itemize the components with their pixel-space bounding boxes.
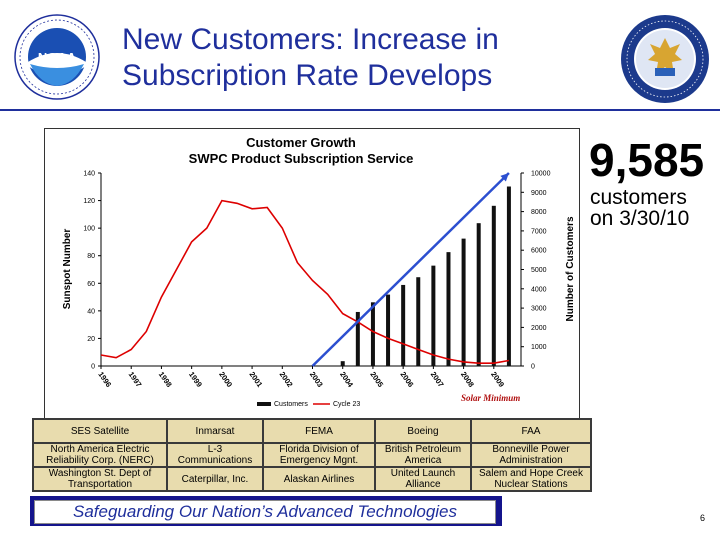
customer-bar [491,205,496,366]
left-tick-label: 40 [87,308,95,315]
right-axis-label: Number of Customers [565,216,576,321]
left-tick-label: 60 [87,281,95,288]
page-number: 6 [700,513,706,523]
left-tick-label: 140 [83,171,95,178]
table-cell: Boeing [374,418,472,444]
noaa-logo-icon: NOAA [14,14,100,100]
table-cell: United Launch Alliance [374,466,472,492]
chart-title: Customer Growth [246,135,356,150]
right-tick-label: 0 [531,364,535,371]
left-tick-label: 120 [83,198,95,205]
table-cell: Caterpillar, Inc. [166,466,264,492]
caption-line-1: customers [590,186,687,209]
x-tick-label: 2002 [278,370,295,389]
trend-arrow-head [500,173,509,182]
table-row: SES Satellite Inmarsat FEMA Boeing FAA [32,418,592,444]
cycle-23-line [100,199,510,364]
title-divider [0,109,720,111]
customer-companies-table: SES Satellite Inmarsat FEMA Boeing FAA N… [32,418,592,492]
customer-count: 9,585 [589,134,705,186]
table-cell: Washington St. Dept of Transportation [32,466,168,492]
x-tick-label: 2007 [429,370,446,389]
table-cell: FAA [470,418,592,444]
x-tick-label: 2004 [338,370,355,390]
table-row: Washington St. Dept of Transportation Ca… [32,466,592,492]
customer-bar [355,311,360,366]
left-tick-label: 100 [83,226,95,233]
x-tick-label: 1997 [127,370,144,389]
table-cell: L-3 Communications [166,442,264,468]
right-tick-label: 3000 [531,306,547,313]
customer-bar [506,186,511,366]
x-tick-label: 2005 [368,370,385,389]
footer-inner: Safeguarding Our Nation’s Advanced Techn… [34,500,496,524]
customer-bar [386,294,391,366]
right-tick-label: 8000 [531,209,547,216]
customer-bar [401,284,406,366]
slide-title: New Customers: Increase in Subscription … [122,22,582,94]
x-tick-label: 2009 [489,370,506,389]
customer-bar [461,238,466,366]
right-tick-label: 1000 [531,344,547,351]
trend-arrow-line [311,172,510,367]
legend-label-cycle: Cycle 23 [333,401,360,408]
customer-bar [476,223,481,366]
x-tick-label: 2001 [247,370,264,389]
right-tick-label: 10000 [531,171,551,178]
customer-growth-chart: Customer Growth SWPC Product Subscriptio… [62,135,576,408]
x-tick-label: 1996 [96,370,113,389]
x-tick-label: 1998 [157,370,174,389]
legend-label-customers: Customers [274,401,308,408]
table-row: North America Electric Reliability Corp.… [32,442,592,468]
left-tick-label: 20 [87,336,95,343]
x-tick-label: 2006 [399,370,416,389]
customer-bar [340,361,345,366]
table-cell: Alaskan Airlines [262,466,376,492]
x-tick-label: 2003 [308,370,325,389]
table-cell: British Petroleum America [374,442,472,468]
noaa-logo-text: NOAA [38,50,77,65]
x-tick-label: 1999 [187,370,204,389]
solar-minimum-annotation: Solar Minimum [461,393,520,403]
right-tick-label: 5000 [531,267,547,274]
right-tick-label: 4000 [531,286,547,293]
left-tick-label: 0 [91,364,95,371]
chart-subtitle: SWPC Product Subscription Service [189,151,414,166]
footer-text: Safeguarding Our Nation’s Advanced Techn… [72,502,458,521]
customer-bar [370,302,375,366]
x-tick-label: 2008 [459,370,476,389]
customer-bar [416,277,421,366]
customer-bar [446,252,451,366]
legend-swatch-customers [257,402,271,406]
footer-banner: Safeguarding Our Nation’s Advanced Techn… [30,496,502,526]
right-tick-label: 6000 [531,248,547,255]
table-cell: Inmarsat [166,418,264,444]
right-tick-label: 9000 [531,190,547,197]
left-axis-label: Sunspot Number [62,229,73,310]
right-tick-label: 2000 [531,325,547,332]
table-cell: FEMA [262,418,376,444]
left-tick-label: 80 [87,253,95,260]
table-cell: Bonneville Power Administration [470,442,592,468]
title-line-1: New Customers: Increase in [122,23,499,56]
table-cell: North America Electric Reliability Corp.… [32,442,168,468]
caption-line-2: on 3/30/10 [590,207,690,230]
customer-bar [431,265,436,366]
chart-frame: Customer Growth SWPC Product Subscriptio… [44,128,580,420]
table-cell: Salem and Hope Creek Nuclear Stations [470,466,592,492]
department-of-commerce-seal-icon [621,15,709,103]
table-cell: SES Satellite [32,418,168,444]
right-tick-label: 7000 [531,228,547,235]
table-cell: Florida Division of Emergency Mgnt. [262,442,376,468]
title-line-2: Subscription Rate Develops [122,59,493,92]
customer-count-caption: customers on 3/30/10 [590,187,689,229]
x-tick-label: 2000 [217,370,234,389]
